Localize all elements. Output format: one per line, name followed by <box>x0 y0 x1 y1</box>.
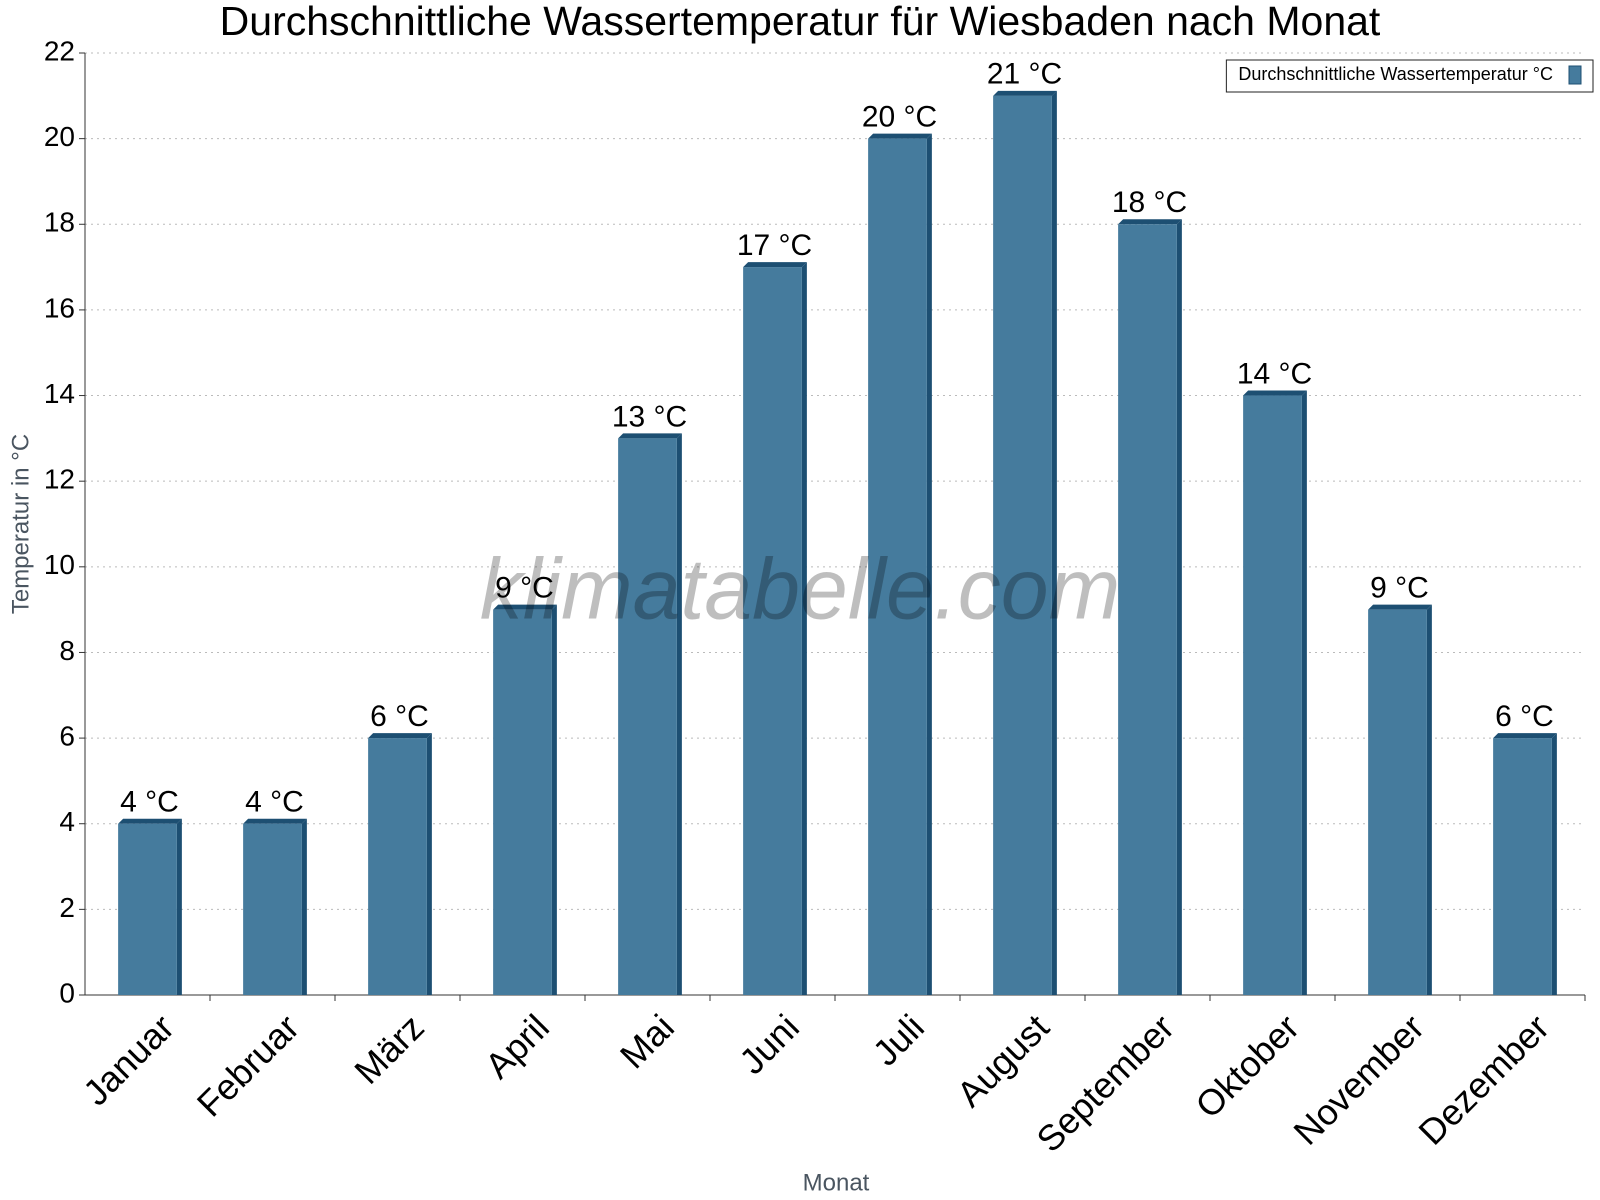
data-label: 20 °C <box>862 101 937 134</box>
bar-shade <box>743 262 807 268</box>
bar-shade <box>551 604 557 995</box>
data-label: 9 °C <box>495 572 554 605</box>
data-label: 17 °C <box>737 229 812 262</box>
bar-shade <box>1368 604 1432 610</box>
data-label: 14 °C <box>1237 357 1312 390</box>
bar-shade <box>618 433 682 439</box>
data-label: 6 °C <box>370 700 429 733</box>
bar-shade <box>493 604 557 610</box>
bar <box>743 267 802 995</box>
data-label: 18 °C <box>1112 186 1187 219</box>
bar-shade <box>993 90 1057 96</box>
x-axis-title: Monat <box>803 1169 870 1196</box>
y-tick-label: 10 <box>44 549 75 580</box>
bar <box>243 823 302 995</box>
data-label: 21 °C <box>987 58 1062 91</box>
x-tick-label: Juli <box>865 1006 932 1073</box>
bar <box>118 823 177 995</box>
x-tick-label: April <box>477 1006 557 1086</box>
bar-shade <box>1176 219 1182 996</box>
y-axis-title: Temperatur in °C <box>7 434 34 614</box>
x-tick-label: Januar <box>75 1006 182 1113</box>
bar-shade <box>301 818 307 995</box>
legend-box <box>1225 59 1594 93</box>
bar <box>1368 609 1427 995</box>
bar <box>493 609 552 995</box>
bar-shade <box>243 818 307 824</box>
watermark: klimatabelle.com <box>480 542 1120 638</box>
x-tick-label: November <box>1285 1006 1431 1152</box>
x-tick-label: Februar <box>189 1006 307 1124</box>
bar-shade <box>1301 390 1307 996</box>
x-tick-label: Mai <box>612 1006 682 1076</box>
bar-shade <box>176 818 182 995</box>
bar-shade <box>1551 733 1557 995</box>
x-tick-label: Juni <box>731 1006 807 1082</box>
y-tick-label: 18 <box>44 207 75 238</box>
x-tick-label: Oktober <box>1187 1006 1307 1126</box>
bar <box>1493 738 1552 995</box>
y-tick-label: 20 <box>44 121 75 152</box>
legend-label: Durchschnittliche Wassertemperatur °C <box>1238 64 1553 84</box>
y-tick-label: 8 <box>59 635 75 666</box>
bar-shade <box>368 733 432 739</box>
y-tick-label: 16 <box>44 292 75 323</box>
bar-shade <box>1118 219 1182 225</box>
y-tick-label: 2 <box>59 892 75 923</box>
bar-shade <box>118 818 182 824</box>
bar <box>368 738 427 995</box>
bar-shade <box>1493 733 1557 739</box>
data-label: 13 °C <box>612 400 687 433</box>
y-tick-label: 0 <box>59 977 75 1008</box>
x-tick-label: Dezember <box>1410 1006 1556 1152</box>
data-label: 4 °C <box>245 786 304 819</box>
bar <box>618 438 677 995</box>
bar-shade <box>426 733 432 995</box>
bar-shade <box>801 262 807 995</box>
y-tick-label: 12 <box>44 464 75 495</box>
bar-shade <box>868 133 932 139</box>
bar-shade <box>1426 604 1432 995</box>
y-tick-label: 4 <box>59 806 75 837</box>
bar <box>868 138 927 996</box>
bar <box>1243 395 1302 996</box>
x-tick-label: August <box>949 1006 1057 1114</box>
y-tick-label: 6 <box>59 720 75 751</box>
data-label: 9 °C <box>1370 572 1429 605</box>
legend-swatch <box>1568 65 1582 85</box>
bar-shade <box>926 133 932 996</box>
y-tick-label: 14 <box>44 378 75 409</box>
x-tick-label: März <box>346 1006 432 1092</box>
bar-shade <box>1243 390 1307 396</box>
x-tick-label: September <box>1028 1006 1182 1160</box>
bar <box>993 95 1052 996</box>
data-label: 6 °C <box>1495 700 1554 733</box>
legend: Durchschnittliche Wassertemperatur °C <box>1225 59 1594 93</box>
bar-shade <box>1051 90 1057 996</box>
data-label: 4 °C <box>120 786 179 819</box>
bar-shade <box>676 433 682 995</box>
y-tick-label: 22 <box>44 35 75 66</box>
bar <box>1118 224 1177 996</box>
chart-title: Durchschnittliche Wassertemperatur für W… <box>220 0 1381 44</box>
